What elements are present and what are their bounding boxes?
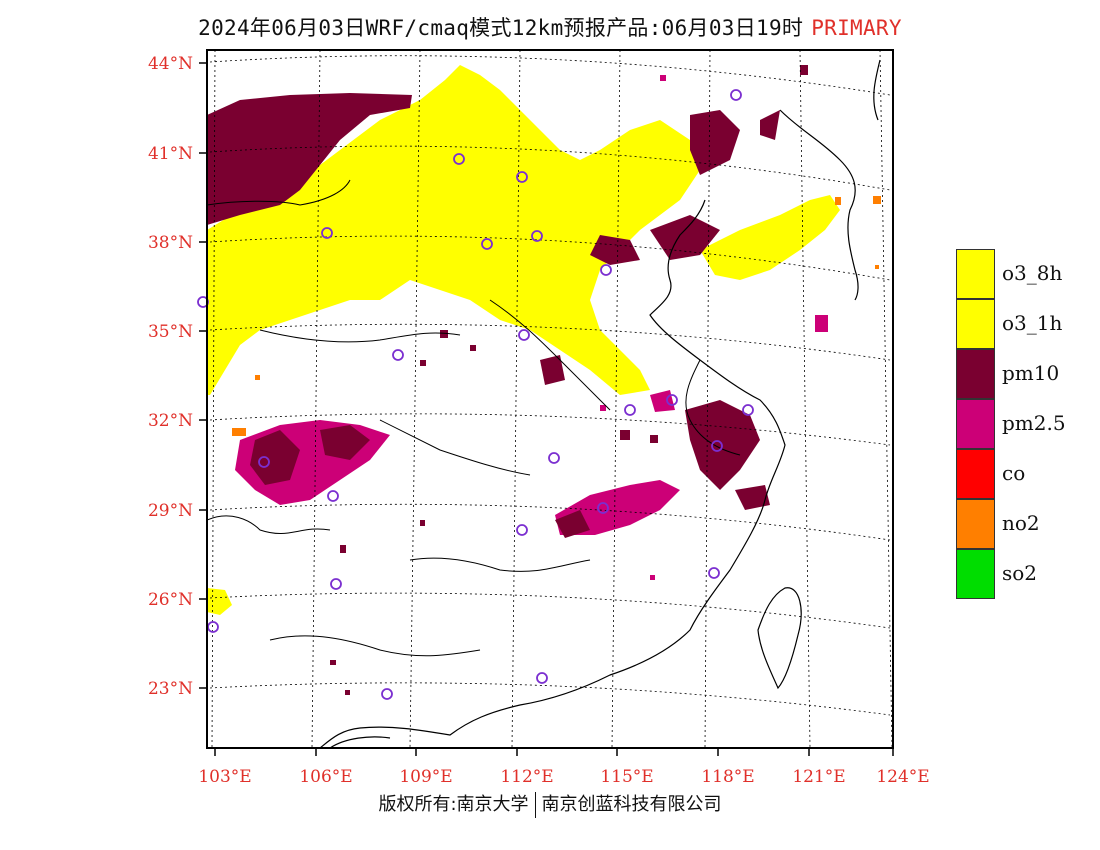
lat-label: 32°N (148, 411, 193, 431)
legend-swatch (956, 499, 995, 549)
lat-label: 26°N (148, 590, 193, 610)
lat-label: 44°N (148, 54, 193, 74)
legend-label: no2 (1002, 511, 1040, 535)
legend-label: o3_1h (1002, 311, 1063, 335)
legend-label: o3_8h (1002, 261, 1063, 285)
lat-label: 23°N (148, 679, 193, 699)
pm10-overlay (250, 425, 590, 538)
lon-label: 109°E (399, 767, 452, 787)
map-frame (206, 49, 894, 749)
lon-label: 121°E (792, 767, 845, 787)
legend-label: pm2.5 (1002, 411, 1066, 435)
legend-swatch (956, 249, 995, 299)
legend-label: co (1002, 461, 1026, 485)
lon-label: 112°E (500, 767, 553, 787)
lat-label: 41°N (148, 144, 193, 164)
lat-label: 29°N (148, 501, 193, 521)
credit-left: 版权所有:南京大学 (378, 794, 529, 815)
lon-label: 118°E (701, 767, 754, 787)
legend-swatch (956, 299, 995, 349)
credit-right: 南京创蓝科技有限公司 (541, 794, 722, 815)
lon-label: 103°E (198, 767, 251, 787)
station-markers (197, 89, 754, 700)
axis-ticks (199, 62, 894, 756)
legend-swatch (956, 449, 995, 499)
pm10-region (207, 93, 780, 510)
map-title: 2024年06月03日WRF/cmaq模式12km预报产品:06月03日19时 P… (0, 12, 1100, 42)
title-tag: PRIMARY (811, 16, 902, 40)
scattered-cells (232, 65, 881, 695)
lon-label: 124°E (876, 767, 929, 787)
lat-label: 38°N (148, 233, 193, 253)
lon-label: 115°E (600, 767, 653, 787)
credit-line: 版权所有:南京大学 南京创蓝科技有限公司 (0, 790, 1100, 818)
legend-swatch (956, 549, 995, 599)
legend-swatch (956, 399, 995, 449)
o3-region (207, 65, 840, 615)
legend-label: pm10 (1002, 361, 1060, 385)
credit-separator (534, 792, 536, 818)
legend-swatch (956, 349, 995, 399)
title-text: 2024年06月03日WRF/cmaq模式12km预报产品:06月03日19时 (198, 16, 804, 40)
boundaries (207, 59, 881, 748)
legend-label: so2 (1002, 561, 1038, 585)
lon-label: 106°E (299, 767, 352, 787)
lat-label: 35°N (148, 322, 193, 342)
